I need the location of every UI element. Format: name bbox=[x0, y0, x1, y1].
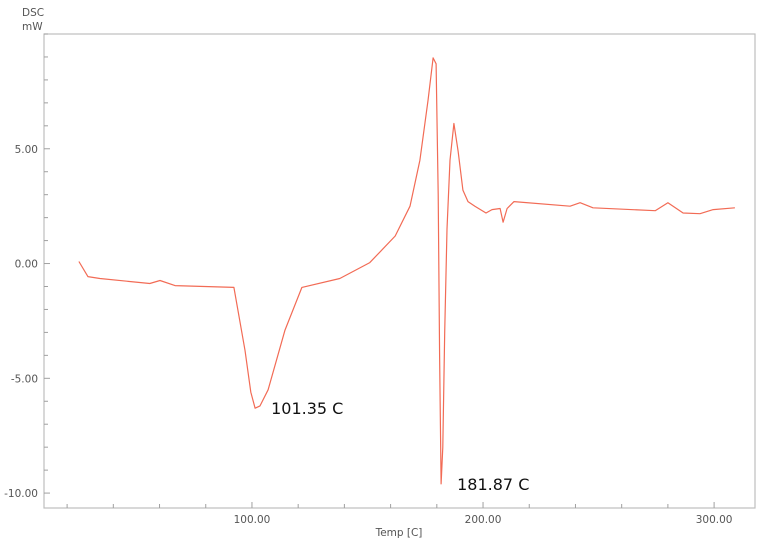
y-axis-title-line1: DSC bbox=[22, 7, 44, 19]
x-tick-label: 100.00 bbox=[234, 514, 271, 526]
axis-ticks bbox=[44, 33, 715, 508]
plot-frame bbox=[43, 33, 756, 509]
x-axis-title: Temp [C] bbox=[375, 527, 423, 539]
tick-labels: 100.00 200.00 300.00 5.00 0.00 -5.00 -10… bbox=[4, 144, 732, 526]
y-tick-label: 5.00 bbox=[15, 144, 38, 156]
peak-annotation-2: 181.87 C bbox=[457, 475, 529, 494]
y-axis-title-line2: mW bbox=[22, 21, 43, 33]
y-tick-label: -5.00 bbox=[11, 373, 38, 385]
y-tick-label: 0.00 bbox=[15, 259, 38, 271]
x-tick-label: 200.00 bbox=[465, 514, 502, 526]
series-line-dsc bbox=[78, 57, 735, 485]
y-tick-label: -10.00 bbox=[4, 488, 38, 500]
x-tick-label: 300.00 bbox=[696, 514, 733, 526]
peak-annotation-1: 101.35 C bbox=[271, 399, 343, 418]
